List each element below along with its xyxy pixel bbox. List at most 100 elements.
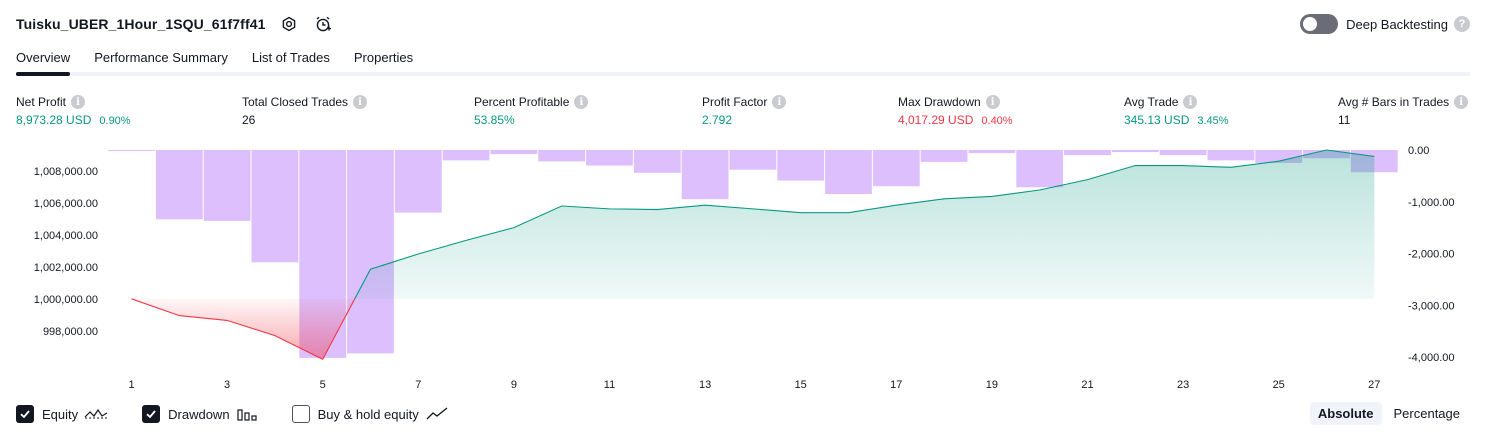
right-axis-tick-label: -4,000.00 (1408, 352, 1454, 364)
metric-value: 11 (1338, 113, 1351, 127)
left-axis-tick-label: 998,000.00 (43, 326, 98, 338)
deep-backtesting-toggle[interactable] (1300, 14, 1339, 34)
deep-backtesting: Deep Backtesting ? (1300, 12, 1470, 36)
metric-profit-factor: Profit Factor i 2.792 (702, 94, 787, 129)
drawdown-bar (394, 150, 442, 213)
metric-value: 53.85% (474, 113, 515, 127)
right-axis-tick-label: -2,000.00 (1408, 249, 1454, 261)
metric-value: 26 (242, 113, 256, 127)
drawdown-bar (490, 150, 538, 155)
tab-performance-summary[interactable]: Performance Summary (94, 50, 228, 65)
equity-drawdown-chart[interactable]: 998,000.00 1,000,000.00 1,002,000.00 1,004,… (0, 140, 1486, 398)
equity-line-icon (84, 406, 108, 422)
drawdown-bar (108, 150, 155, 151)
left-axis-tick-label: 1,004,000.00 (34, 230, 98, 242)
x-axis-tick-label: 19 (986, 379, 998, 391)
metric-value: 4,017.29 USD (898, 113, 974, 127)
tabs-bar: Overview Performance Summary List of Tra… (16, 44, 1470, 76)
x-axis-tick-label: 1 (128, 379, 134, 391)
drawdown-bar (347, 150, 394, 354)
x-axis-tick-label: 11 (604, 379, 615, 391)
x-axis-tick-label: 17 (890, 379, 902, 391)
right-axis-tick-label: 0.00 (1408, 145, 1429, 157)
equity-profit-area (354, 150, 1375, 299)
strategy-header: Tuisku_UBER_1Hour_1SQU_61f7ff41 (16, 12, 333, 36)
metric-label: Percent Profitable (474, 95, 570, 109)
equity-line-loss (131, 298, 356, 361)
metric-label: Max Drawdown (898, 95, 981, 109)
metric-avg-trade: Avg Trade i 345.13 USD 3.45% (1124, 94, 1229, 129)
x-axis-tick-label: 3 (224, 379, 230, 391)
absolute-button[interactable]: Absolute (1309, 402, 1382, 425)
drawdown-bar (1207, 150, 1255, 161)
drawdown-bar (968, 150, 1016, 154)
deep-backtesting-label: Deep Backtesting (1346, 16, 1448, 32)
x-axis-tick-label: 7 (415, 379, 421, 391)
buy-hold-checkbox[interactable] (291, 405, 310, 423)
x-axis-tick-label: 23 (1177, 379, 1189, 391)
help-icon[interactable]: ? (1454, 16, 1470, 32)
metric-percent-profitable: Percent Profitable i 53.85% (474, 94, 589, 129)
drawdown-bar (1159, 150, 1207, 156)
metric-max-drawdown: Max Drawdown i 4,017.29 USD 0.40% (898, 94, 1013, 129)
info-icon[interactable]: i (1454, 95, 1469, 109)
drawdown-bar (681, 150, 729, 200)
drawdown-bar (251, 150, 299, 263)
drawdown-bar (538, 150, 586, 162)
x-axis-tick-label: 21 (1081, 379, 1093, 391)
x-axis-tick-label: 9 (511, 379, 517, 391)
metric-value: 345.13 USD (1124, 113, 1190, 127)
equity-checkbox[interactable] (16, 405, 34, 423)
legend-drawdown-label: Drawdown (168, 406, 230, 422)
info-icon[interactable]: i (1183, 95, 1198, 109)
left-axis-tick-label: 1,002,000.00 (34, 262, 98, 274)
buy-hold-line-icon (425, 406, 449, 422)
x-axis-tick-label: 25 (1273, 379, 1285, 391)
equity-loss-area (131, 298, 355, 360)
info-icon[interactable]: i (772, 95, 787, 109)
tab-overview[interactable]: Overview (16, 44, 71, 76)
legend-equity[interactable]: Equity (16, 405, 108, 423)
drawdown-bar (920, 150, 968, 162)
add-alert-clock-icon[interactable] (313, 14, 333, 34)
legend-buy-hold[interactable]: Buy & hold equity (291, 405, 449, 423)
legend-drawdown[interactable]: Drawdown (142, 405, 257, 423)
info-icon[interactable]: i (71, 95, 86, 109)
toggle-knob (1303, 17, 1318, 31)
metric-total-closed-trades: Total Closed Trades i 26 (242, 94, 368, 129)
drawdown-bar (777, 150, 825, 181)
equity-line-profit (354, 149, 1375, 300)
drawdown-bar (1111, 150, 1159, 153)
left-axis-tick-label: 1,008,000.00 (34, 166, 98, 178)
metric-net-profit: Net Profit i 8,973.28 USD 0.90% (16, 94, 131, 129)
tab-list-of-trades[interactable]: List of Trades (251, 50, 330, 65)
settings-gear-icon[interactable] (279, 14, 299, 34)
metric-label: Total Closed Trades (242, 95, 349, 109)
drawdown-bar (729, 150, 777, 170)
info-icon[interactable]: i (574, 95, 589, 109)
drawdown-bar (442, 150, 490, 161)
metric-avg-bars: Avg # Bars in Trades i 11 (1338, 94, 1469, 129)
metric-value: 8,973.28 USD (16, 113, 92, 127)
right-axis-tick-label: -1,000.00 (1408, 197, 1454, 209)
legend-buy-hold-label: Buy & hold equity (317, 406, 419, 422)
drawdown-bar (633, 150, 681, 173)
drawdown-checkbox[interactable] (142, 405, 161, 423)
info-icon[interactable]: i (353, 95, 368, 109)
percentage-button[interactable]: Percentage (1393, 406, 1461, 421)
metric-sub-value: 0.40% (981, 115, 1013, 127)
info-icon[interactable]: i (985, 95, 1000, 109)
metric-label: Avg Trade (1124, 95, 1179, 109)
left-axis-tick-label: 1,006,000.00 (34, 198, 98, 210)
legend-equity-label: Equity (42, 406, 79, 422)
tab-properties[interactable]: Properties (353, 50, 414, 65)
x-axis-tick-label: 27 (1368, 379, 1380, 391)
drawdown-bar (586, 150, 633, 166)
x-axis-tick-label: 13 (699, 379, 711, 391)
metric-label: Net Profit (16, 95, 67, 109)
value-mode-switch: Absolute Percentage (1306, 402, 1468, 425)
strategy-title: Tuisku_UBER_1Hour_1SQU_61f7ff41 (16, 16, 266, 32)
metric-sub-value: 3.45% (1197, 115, 1229, 127)
x-axis-tick-label: 5 (320, 379, 326, 391)
drawdown-bar (203, 150, 251, 221)
